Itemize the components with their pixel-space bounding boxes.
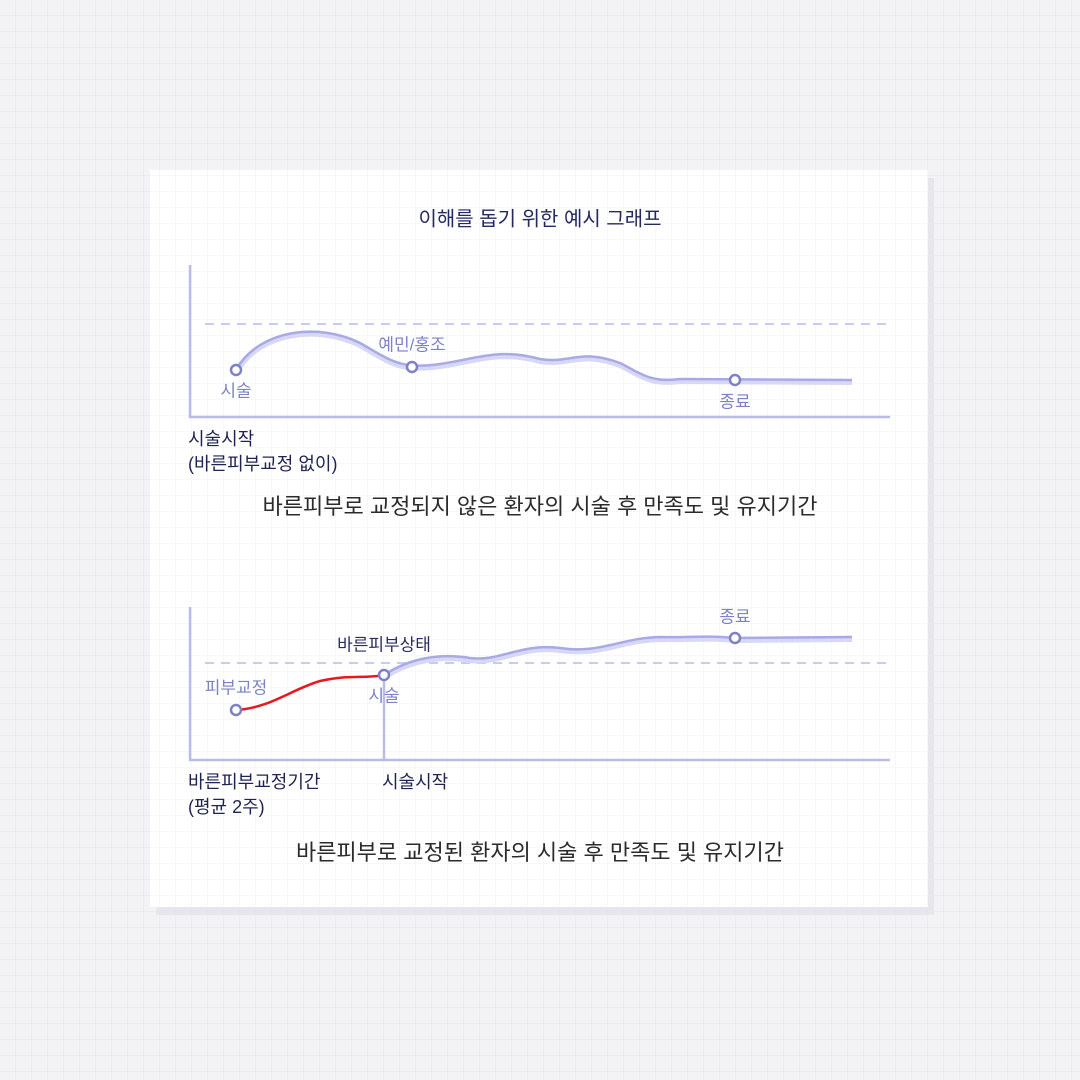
axis-label: 시술시작 (188, 429, 254, 449)
caption: 바른피부로 교정되지 않은 환자의 시술 후 만족도 및 유지기간 (263, 494, 818, 519)
graph-with-correction: 피부교정 바른피부상태 시술 종료 바른피부교정기간 (평균 2주) 시술시작 … (188, 607, 890, 865)
point (728, 373, 742, 387)
point (229, 363, 243, 377)
card (150, 170, 928, 907)
axis-label: 바른피부교정기간 (188, 772, 320, 792)
axis-label: (평균 2주) (188, 797, 265, 817)
point (405, 360, 419, 374)
point (229, 703, 243, 717)
curve-shadow (382, 635, 853, 680)
point (728, 631, 742, 645)
point-label: 피부교정 (205, 678, 268, 697)
curve-shadow (233, 330, 853, 385)
curve (383, 635, 853, 677)
axis-label: (바른피부교정 없이) (188, 454, 337, 474)
correction-curve (235, 673, 385, 712)
point-label: 시술 (368, 686, 399, 705)
title: 이해를 돕기 위한 예시 그래프 (418, 207, 661, 230)
point (377, 668, 391, 682)
point-label: 종료 (719, 607, 750, 626)
point-label: 종료 (719, 392, 750, 411)
point-label: 시술 (220, 381, 251, 400)
axis-label: 시술시작 (382, 772, 448, 792)
curve (234, 330, 853, 382)
axes (188, 607, 890, 762)
caption: 바른피부로 교정된 환자의 시술 후 만족도 및 유지기간 (296, 840, 784, 865)
point-label: 예민/홍조 (378, 335, 445, 354)
graph-without-correction: 시술 예민/홍조 종료 시술시작 (바른피부교정 없이) 바른피부로 교정되지 … (188, 265, 890, 519)
axes (188, 265, 890, 419)
point-label: 바른피부상태 (337, 635, 431, 654)
